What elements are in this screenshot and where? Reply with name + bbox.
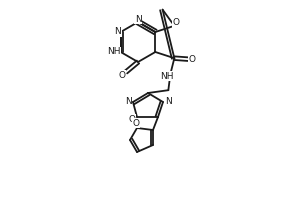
Text: O: O	[189, 55, 196, 64]
Text: N: N	[114, 27, 121, 36]
Text: N: N	[165, 98, 171, 106]
Text: NH: NH	[160, 72, 174, 81]
Text: N: N	[135, 15, 141, 23]
Text: O: O	[128, 114, 136, 123]
Text: O: O	[133, 118, 140, 128]
Text: O: O	[173, 18, 180, 27]
Text: NH: NH	[107, 47, 120, 56]
Text: N: N	[124, 98, 131, 106]
Text: O: O	[118, 71, 125, 79]
